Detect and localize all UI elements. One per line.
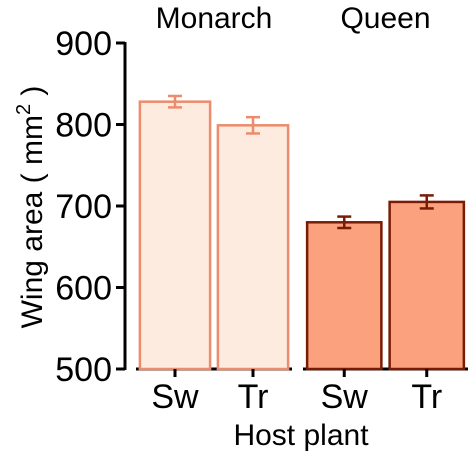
bar [138,100,212,371]
panel-title: Monarch [156,2,273,35]
bar [388,200,466,371]
y-axis-title-main: Wing area ( mm [16,115,49,328]
x-tick-label: Tr [411,378,442,416]
y-axis-title-superscript: 2 [13,104,35,115]
y-tick-label: 800 [55,107,112,145]
y-tick-label: 700 [55,188,112,226]
y-axis-title: Wing area ( mm2 ) [13,86,49,329]
x-axis-title: Host plant [233,419,369,452]
panel-title: Queen [340,2,430,35]
plot-area: 500 600 700 800 900 Monarch Sw Tr Queen Sw Tr [55,2,468,416]
y-axis-title-close: ) [16,86,49,104]
y-tick-label: 600 [55,270,112,308]
y-tick-label: 900 [55,25,112,63]
y-tick-label: 500 [55,351,112,389]
x-tick-label: Sw [151,378,199,416]
bar [216,124,290,371]
x-tick-label: Tr [238,378,269,416]
x-tick-label: Sw [321,378,369,416]
bar [305,221,383,371]
